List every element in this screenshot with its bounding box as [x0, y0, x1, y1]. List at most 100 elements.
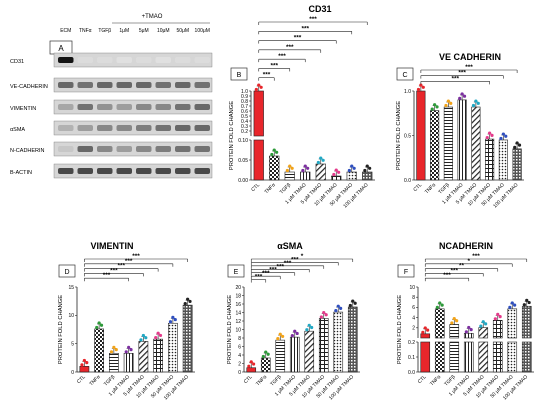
bar	[109, 352, 119, 373]
bar	[521, 305, 532, 339]
blot-band	[194, 125, 210, 131]
significance-label: ***	[255, 274, 263, 281]
y-axis-label: PROTEIN FOLD CHANGE	[227, 295, 233, 364]
chart-title: CD31	[308, 4, 331, 14]
data-point	[471, 103, 476, 108]
blot-band	[97, 168, 113, 174]
data-point	[305, 328, 309, 332]
data-point	[276, 337, 280, 341]
significance-label: ***	[110, 267, 118, 274]
bar	[463, 333, 474, 339]
data-point	[421, 85, 425, 89]
bar	[284, 171, 295, 181]
y-tick-label: 6	[238, 344, 241, 350]
data-point	[490, 133, 494, 137]
blot-band	[58, 146, 74, 152]
y-tick-label: 0.05	[238, 158, 248, 164]
y-tick-label: 0.0	[408, 370, 415, 376]
panel-label: E	[234, 269, 239, 276]
data-point	[247, 364, 251, 368]
blot-membrane-strip	[53, 77, 213, 93]
data-point	[351, 299, 355, 303]
blot-band	[77, 57, 93, 63]
y-tick-label: 16	[235, 302, 241, 308]
y-tick-label: 14	[235, 310, 241, 316]
data-point	[419, 83, 423, 87]
bar	[333, 311, 344, 373]
bar	[362, 171, 373, 181]
data-point	[365, 164, 369, 168]
data-point	[479, 324, 483, 328]
data-point	[474, 99, 478, 103]
bar	[253, 90, 264, 137]
bar	[471, 106, 481, 181]
data-point	[433, 103, 437, 107]
bar	[138, 341, 149, 373]
significance-label: ***	[103, 272, 111, 279]
data-point	[270, 152, 274, 157]
bar	[463, 341, 474, 373]
bar	[347, 306, 358, 373]
y-tick-label: 0.3	[241, 124, 248, 130]
blot-lane-label: 50μM	[176, 28, 189, 34]
data-point	[266, 352, 270, 356]
blot-band	[175, 168, 191, 174]
y-tick-label: 4	[412, 315, 415, 321]
data-point	[476, 101, 480, 105]
blot-lane-label: ECM	[60, 28, 71, 34]
data-point	[301, 168, 305, 173]
data-point	[144, 336, 148, 340]
bar	[253, 139, 264, 181]
data-point	[334, 168, 338, 172]
bar	[94, 328, 104, 373]
blot-row-label: Β-ACTIN	[10, 170, 32, 176]
data-point	[99, 323, 104, 327]
data-point	[259, 85, 263, 89]
blot-lane-label: 5μM	[139, 28, 149, 34]
significance-label: ***	[472, 253, 480, 260]
data-point	[504, 134, 508, 138]
blot-band	[136, 168, 152, 174]
data-point	[488, 131, 492, 135]
blot-band	[194, 104, 210, 110]
y-tick-label: 0.9	[241, 94, 248, 100]
x-tick-label: TGFβ	[279, 182, 292, 195]
data-point	[416, 87, 421, 92]
data-point	[481, 320, 485, 324]
data-point	[458, 96, 462, 100]
data-point	[254, 87, 258, 92]
blot-lane-label: 100μM	[195, 28, 210, 34]
data-point	[261, 354, 265, 359]
data-point	[281, 334, 285, 339]
panel-label: C	[402, 72, 407, 79]
blot-lane-label: 10μM	[157, 28, 170, 34]
significance-label: ***	[291, 256, 299, 263]
data-point	[498, 315, 502, 319]
bar	[331, 175, 342, 181]
treatment-header: +TMAO	[142, 14, 163, 20]
data-point	[80, 363, 84, 367]
data-point	[484, 322, 488, 326]
blot-lane-labels: ECM TNFα TGFβ 1μM 5μM 10μM 50μM 100μM	[60, 28, 210, 34]
bar	[420, 333, 431, 339]
bar	[449, 341, 460, 373]
bar	[492, 341, 503, 373]
y-tick-label: 18	[235, 293, 241, 299]
blot-band	[175, 57, 191, 63]
blot-row-label: N-CADHERIN	[10, 148, 45, 154]
data-point	[444, 103, 448, 108]
data-point	[513, 145, 517, 149]
bar	[457, 99, 467, 181]
significance-label: ***	[125, 258, 133, 265]
blot-band	[97, 104, 113, 110]
data-point	[435, 305, 439, 309]
data-point	[322, 310, 326, 315]
data-point	[513, 303, 517, 307]
y-tick-label: 10	[235, 327, 241, 333]
blot-band	[58, 168, 74, 174]
x-tick-label: CTL	[250, 182, 261, 193]
bar	[289, 336, 300, 373]
data-point	[517, 143, 522, 147]
data-point	[496, 312, 500, 317]
bar	[416, 90, 426, 181]
